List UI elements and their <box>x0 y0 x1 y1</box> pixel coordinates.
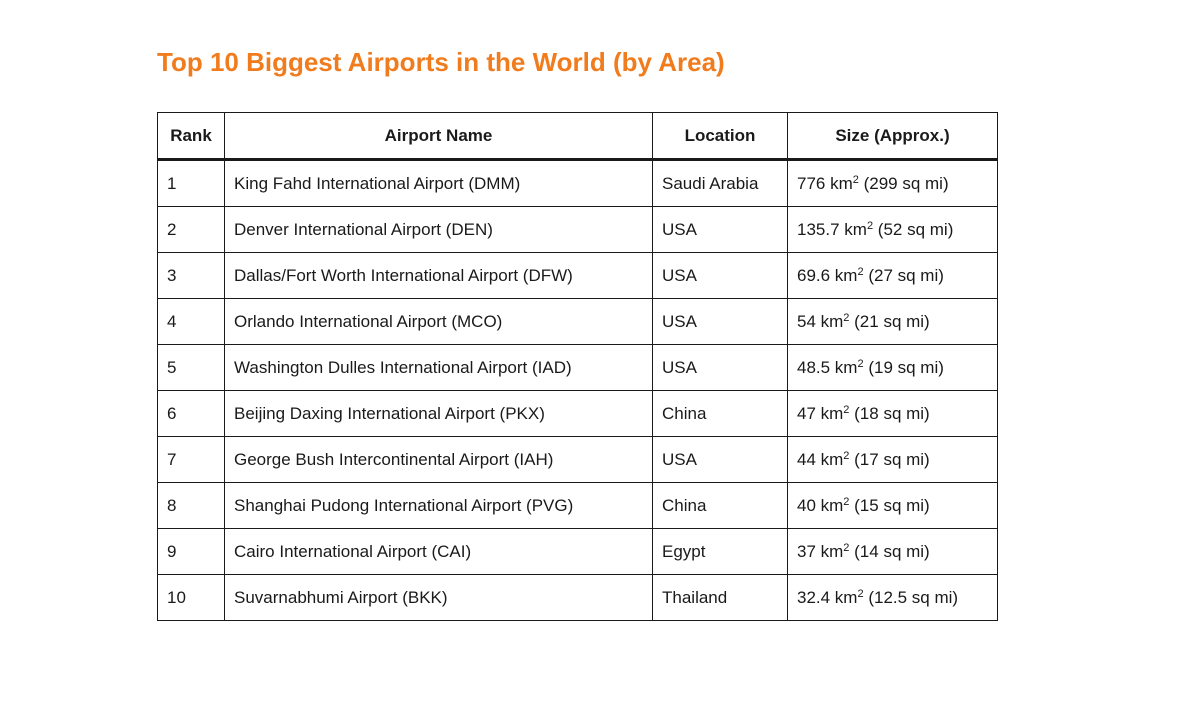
size-km: 32.4 km <box>797 587 858 607</box>
table-row: 8 Shanghai Pudong International Airport … <box>157 482 998 529</box>
size-mi: (12.5 sq mi) <box>863 587 959 607</box>
table-row: 5 Washington Dulles International Airpor… <box>157 344 998 391</box>
size-km-superscript: 2 <box>843 311 850 324</box>
table-header-row: Rank Airport Name Location Size (Approx.… <box>157 112 998 161</box>
size-km: 37 km <box>797 541 844 561</box>
size-km: 40 km <box>797 495 844 515</box>
cell-location: Thailand <box>652 574 788 621</box>
cell-location: USA <box>652 252 788 299</box>
cell-rank: 4 <box>157 298 225 345</box>
cell-location: China <box>652 390 788 437</box>
size-mi: (21 sq mi) <box>849 311 930 331</box>
table-row: 9 Cairo International Airport (CAI) Egyp… <box>157 528 998 575</box>
cell-location: USA <box>652 298 788 345</box>
size-km-superscript: 2 <box>857 587 864 600</box>
size-km: 48.5 km <box>797 357 858 377</box>
table-row: 10 Suvarnabhumi Airport (BKK) Thailand 3… <box>157 574 998 621</box>
size-km-superscript: 2 <box>843 495 850 508</box>
table-row: 3 Dallas/Fort Worth International Airpor… <box>157 252 998 299</box>
size-km-superscript: 2 <box>857 357 864 370</box>
cell-location: USA <box>652 436 788 483</box>
cell-location: USA <box>652 344 788 391</box>
cell-location: Saudi Arabia <box>652 159 788 207</box>
size-km: 44 km <box>797 449 844 469</box>
size-mi: (15 sq mi) <box>849 495 930 515</box>
cell-airport-name: Denver International Airport (DEN) <box>224 206 653 253</box>
size-km: 69.6 km <box>797 265 858 285</box>
size-km-superscript: 2 <box>866 219 874 232</box>
cell-rank: 2 <box>157 206 225 253</box>
cell-rank: 8 <box>157 482 225 529</box>
cell-airport-name: Suvarnabhumi Airport (BKK) <box>224 574 653 621</box>
page-title: Top 10 Biggest Airports in the World (by… <box>157 47 725 77</box>
cell-rank: 7 <box>157 436 225 483</box>
table-row: 6 Beijing Daxing International Airport (… <box>157 390 998 437</box>
cell-rank: 10 <box>157 574 225 621</box>
cell-airport-name: George Bush Intercontinental Airport (IA… <box>224 436 653 483</box>
airports-table: Rank Airport Name Location Size (Approx.… <box>157 112 998 621</box>
cell-size: 44 km2 (17 sq mi) <box>787 436 998 483</box>
header-rank: Rank <box>157 112 225 161</box>
cell-rank: 3 <box>157 252 225 299</box>
cell-rank: 5 <box>157 344 225 391</box>
size-mi: (14 sq mi) <box>849 541 930 561</box>
size-km-superscript: 2 <box>843 449 850 462</box>
cell-size: 48.5 km2 (19 sq mi) <box>787 344 998 391</box>
cell-size: 37 km2 (14 sq mi) <box>787 528 998 575</box>
size-mi: (299 sq mi) <box>858 173 949 193</box>
size-km-superscript: 2 <box>852 173 859 186</box>
cell-size: 32.4 km2 (12.5 sq mi) <box>787 574 998 621</box>
size-km: 54 km <box>797 311 844 331</box>
cell-size: 47 km2 (18 sq mi) <box>787 390 998 437</box>
header-airport-name: Airport Name <box>224 112 653 161</box>
cell-airport-name: Dallas/Fort Worth International Airport … <box>224 252 653 299</box>
size-km: 47 km <box>797 403 844 423</box>
size-mi: (19 sq mi) <box>863 357 944 377</box>
cell-airport-name: Cairo International Airport (CAI) <box>224 528 653 575</box>
size-km-superscript: 2 <box>857 265 864 278</box>
cell-size: 40 km2 (15 sq mi) <box>787 482 998 529</box>
size-mi: (18 sq mi) <box>849 403 930 423</box>
size-km: 776 km <box>797 173 853 193</box>
table-row: 7 George Bush Intercontinental Airport (… <box>157 436 998 483</box>
cell-location: China <box>652 482 788 529</box>
cell-size: 135.7 km2 (52 sq mi) <box>787 206 998 253</box>
size-mi: (17 sq mi) <box>849 449 930 469</box>
cell-airport-name: Orlando International Airport (MCO) <box>224 298 653 345</box>
cell-rank: 9 <box>157 528 225 575</box>
size-km-superscript: 2 <box>843 541 850 554</box>
table-row: 1 King Fahd International Airport (DMM) … <box>157 159 998 207</box>
cell-location: Egypt <box>652 528 788 575</box>
cell-airport-name: Shanghai Pudong International Airport (P… <box>224 482 653 529</box>
table-row: 2 Denver International Airport (DEN) USA… <box>157 206 998 253</box>
table-row: 4 Orlando International Airport (MCO) US… <box>157 298 998 345</box>
cell-size: 776 km2 (299 sq mi) <box>787 159 998 207</box>
size-km-superscript: 2 <box>843 403 850 416</box>
size-mi: (27 sq mi) <box>863 265 944 285</box>
cell-rank: 1 <box>157 159 225 207</box>
cell-size: 69.6 km2 (27 sq mi) <box>787 252 998 299</box>
header-location: Location <box>652 112 788 161</box>
size-mi: (52 sq mi) <box>873 219 954 239</box>
size-km: 135.7 km <box>797 219 867 239</box>
cell-size: 54 km2 (21 sq mi) <box>787 298 998 345</box>
cell-airport-name: Beijing Daxing International Airport (PK… <box>224 390 653 437</box>
cell-rank: 6 <box>157 390 225 437</box>
cell-location: USA <box>652 206 788 253</box>
cell-airport-name: King Fahd International Airport (DMM) <box>224 159 653 207</box>
cell-airport-name: Washington Dulles International Airport … <box>224 344 653 391</box>
header-size: Size (Approx.) <box>787 112 998 161</box>
